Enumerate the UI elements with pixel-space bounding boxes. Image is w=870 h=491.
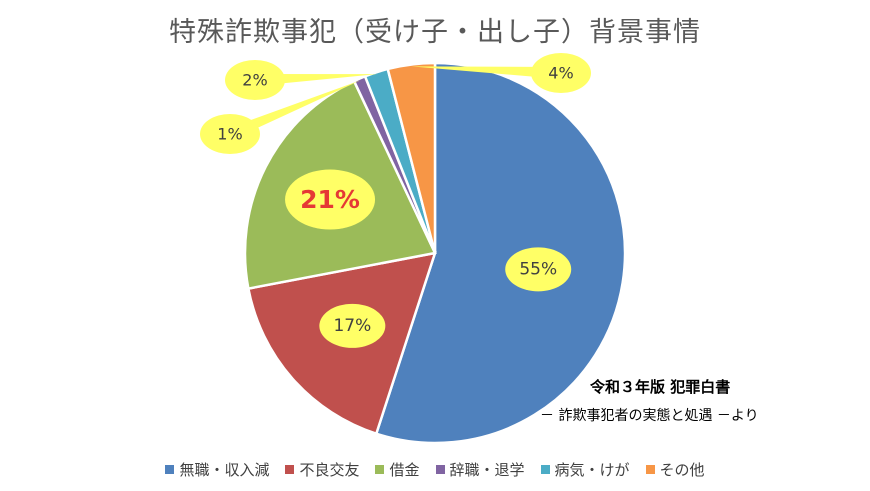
label-leader-6: [411, 66, 562, 79]
data-label-5: 2%: [242, 71, 267, 90]
legend-item-5: 病気・けが: [540, 459, 630, 480]
label-bubble-6: [531, 53, 591, 93]
chart-legend: 無職・収入減 不良交友 借金 辞職・退学 病気・けが その他: [0, 459, 870, 480]
source-subtitle: － 詐欺事犯者の実態と処遇 －より: [540, 408, 759, 424]
source-note: 令和３年版 犯罪白書 － 詐欺事犯者の実態と処遇 －より: [540, 376, 759, 425]
legend-label: 借金: [389, 461, 420, 479]
legend-swatch: [165, 465, 175, 474]
legend-swatch: [375, 465, 385, 474]
legend-label: 無職・収入減: [179, 461, 270, 479]
pie-slice-1: [374, 61, 627, 445]
legend-item-4: 辞職・退学: [435, 459, 525, 480]
label-bubble-1: [505, 247, 572, 292]
legend-swatch: [285, 465, 295, 474]
label-bubble-3: [285, 169, 376, 230]
data-label-4: 1%: [217, 125, 242, 144]
data-label-1: 55%: [519, 259, 557, 279]
data-label-2: 17%: [333, 316, 371, 336]
pie-slice-6: [386, 61, 437, 254]
legend-item-6: その他: [645, 459, 705, 480]
legend-label: その他: [659, 461, 705, 479]
legend-swatch: [435, 465, 445, 474]
data-label-3: 21%: [300, 185, 360, 214]
source-title: 令和３年版 犯罪白書: [590, 378, 731, 396]
legend-item-1: 無職・収入減: [165, 459, 269, 480]
legend-swatch: [645, 465, 655, 474]
data-label-6: 4%: [548, 64, 573, 83]
legend-label: 病気・けが: [554, 461, 630, 479]
chart-title: 特殊詐欺事犯（受け子・出し子）背景事情: [169, 17, 701, 48]
legend-label: 不良交友: [299, 461, 360, 479]
label-bubble-4: [200, 114, 260, 154]
legend-item-3: 借金: [375, 459, 420, 480]
label-leader-4: [227, 80, 361, 140]
legend-item-2: 不良交友: [285, 459, 359, 480]
legend-swatch: [540, 465, 550, 474]
label-leader-5: [254, 74, 377, 86]
legend-label: 辞職・退学: [449, 461, 525, 479]
label-bubble-2: [319, 303, 386, 348]
label-bubble-5: [225, 60, 285, 100]
